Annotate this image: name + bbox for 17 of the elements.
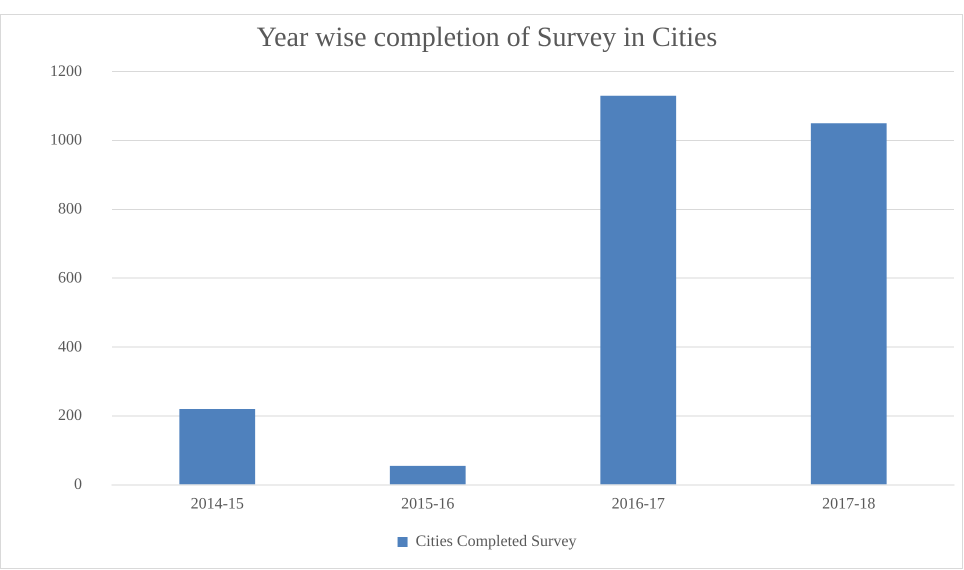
x-tick-label: 2016-17 xyxy=(612,496,665,513)
x-tick-label: 2015-16 xyxy=(401,496,454,513)
bar xyxy=(600,96,676,484)
y-tick-label: 1000 xyxy=(50,132,82,149)
y-tick-label: 1200 xyxy=(50,62,82,80)
bar xyxy=(179,409,256,484)
bar xyxy=(810,123,887,484)
y-tick-label: 200 xyxy=(58,407,82,424)
x-tick-label: 2014-15 xyxy=(190,496,244,513)
bar xyxy=(390,466,466,484)
y-tick-label: 800 xyxy=(58,200,82,218)
x-tick-label: 2017-18 xyxy=(822,496,876,513)
y-tick-label: 600 xyxy=(58,269,82,286)
legend-label: Cities Completed Survey xyxy=(416,533,576,550)
y-tick-label: 400 xyxy=(58,338,82,356)
chart-title: Year wise completion of Survey in Cities xyxy=(256,22,718,54)
y-tick-label: 0 xyxy=(74,476,82,494)
